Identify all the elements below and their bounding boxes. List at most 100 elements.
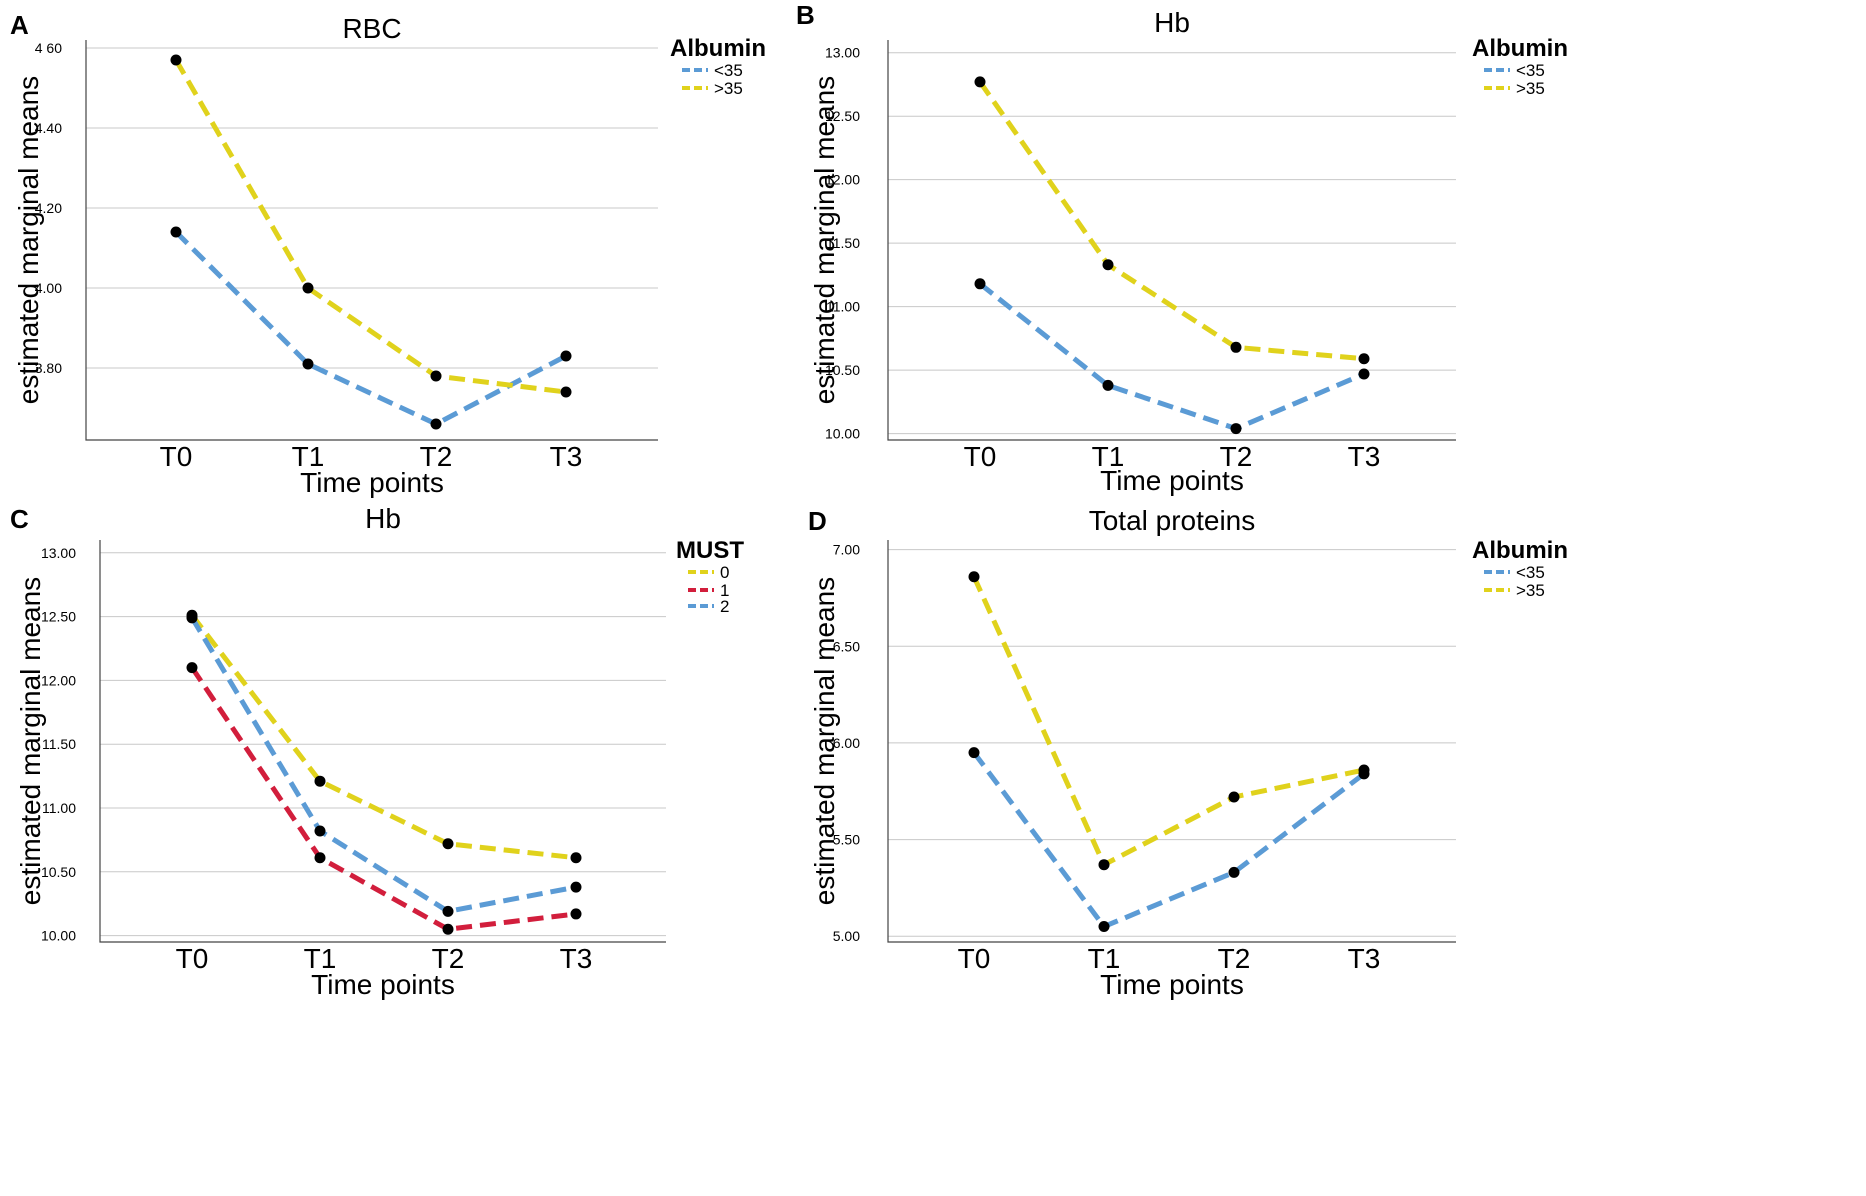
data-point (442, 838, 454, 850)
series-line-0 (190, 613, 577, 861)
legend-label: <35 (1516, 563, 1545, 582)
axis-frame (85, 40, 658, 441)
data-point (1098, 921, 1110, 933)
data-point (170, 226, 182, 238)
data-point (1102, 379, 1114, 391)
data-point (302, 358, 314, 370)
data-point (974, 278, 986, 290)
y-axis-label: estimated marginal means (809, 76, 840, 404)
panel-letter: D (808, 506, 827, 536)
chart-title: RBC (342, 13, 401, 44)
data-point (968, 747, 980, 759)
legend-title: Albumin (1472, 35, 1568, 62)
data-point (1230, 423, 1242, 435)
legend-title: Albumin (1472, 537, 1568, 564)
legend: Albumin<35>35 (1472, 537, 1568, 600)
data-point (1098, 859, 1110, 871)
y-tick-label: 5.50 (833, 832, 860, 848)
y-tick-label: 4.00 (35, 280, 62, 296)
y-tick-label: 10.00 (41, 928, 76, 944)
y-tick-label: 10.50 (41, 864, 76, 880)
axis-frame (887, 540, 1456, 943)
y-tick-label: 12.00 (825, 172, 860, 188)
chart-title: Hb (1154, 7, 1190, 38)
x-axis-label: Time points (300, 467, 444, 498)
x-tick-label: T1 (304, 943, 337, 974)
data-point (968, 571, 980, 583)
y-tick-label: 12.50 (825, 108, 860, 124)
panel-letter: A (10, 10, 29, 40)
legend-label: >35 (1516, 79, 1545, 98)
data-point (170, 54, 182, 66)
y-tick-label: 11.00 (826, 299, 860, 315)
chart-panel-a: A 3.80 4.00 4.20 4.40 4 60 RBC T0 T1 T2 T3 Time poi… (10, 10, 766, 498)
series-line-lt35 (978, 281, 1365, 432)
data-point (186, 662, 198, 674)
legend-label: 2 (720, 597, 729, 616)
data-point (314, 852, 326, 864)
data-point (1358, 353, 1370, 365)
y-tick-label: 7.00 (833, 542, 860, 558)
y-tick-label: 5.00 (833, 928, 860, 944)
axis-frame (887, 40, 1456, 441)
data-point (314, 775, 326, 787)
y-tick-label: 11.50 (826, 235, 860, 251)
x-tick-label: T3 (560, 943, 593, 974)
series-line-gt35 (971, 575, 1365, 868)
series-line-2 (189, 616, 577, 914)
data-point (1228, 866, 1240, 878)
y-tick-label: 10.00 (825, 426, 860, 442)
chart-title: Total proteins (1089, 505, 1256, 536)
legend: Albumin<35>35 (670, 35, 766, 98)
legend: Albumin<35>35 (1472, 35, 1568, 98)
y-tick-label: 4.40 (35, 120, 62, 136)
y-tick-label: 11.00 (42, 800, 76, 816)
legend-label: 0 (720, 563, 729, 582)
chart-panel-b: B 10.00 10.50 11.00 11.50 12.00 12.50 13.00 Hb T0… (796, 0, 1568, 496)
x-tick-label: T0 (160, 441, 193, 472)
panel-letter: C (10, 504, 29, 534)
y-tick-label: 4 60 (35, 40, 62, 56)
legend-label: >35 (1516, 581, 1545, 600)
y-axis-label: estimated marginal means (809, 577, 840, 905)
legend-label: 1 (720, 581, 729, 600)
y-tick-label: 10.50 (825, 362, 860, 378)
chart-title: Hb (365, 503, 401, 534)
legend-label: >35 (714, 79, 743, 98)
legend-title: Albumin (670, 35, 766, 62)
legend-label: <35 (714, 61, 743, 80)
x-tick-label: T0 (176, 943, 209, 974)
data-point (302, 282, 314, 294)
data-point (570, 852, 582, 864)
y-tick-label: 13.00 (825, 45, 860, 61)
x-axis-label: Time points (1100, 465, 1244, 496)
series-line-lt35 (971, 751, 1366, 930)
data-point (1358, 368, 1370, 380)
data-point (570, 881, 582, 893)
data-point (430, 370, 442, 382)
y-tick-label: 4.20 (35, 200, 62, 216)
y-tick-label: 13.00 (41, 545, 76, 561)
data-point (430, 418, 442, 430)
y-tick-label: 6.00 (833, 735, 860, 751)
x-tick-label: T3 (1348, 943, 1381, 974)
data-point (570, 908, 582, 920)
x-tick-label: T3 (1348, 441, 1381, 472)
x-tick-label: T1 (292, 441, 325, 472)
y-axis-label: estimated marginal means (13, 76, 44, 404)
data-point (1228, 791, 1240, 803)
legend-label: <35 (1516, 61, 1545, 80)
panel-letter: B (796, 0, 815, 30)
y-tick-label: 11.50 (42, 736, 76, 752)
x-axis-label: Time points (1100, 969, 1244, 1000)
series-line-lt35 (174, 230, 568, 427)
data-point (974, 76, 986, 88)
data-point (1230, 341, 1242, 353)
y-tick-label: 12.50 (41, 609, 76, 625)
data-point (442, 905, 454, 917)
x-tick-label: T3 (550, 441, 583, 472)
data-point (560, 386, 572, 398)
legend-title: MUST (676, 537, 744, 564)
series-line-gt35 (977, 80, 1365, 362)
